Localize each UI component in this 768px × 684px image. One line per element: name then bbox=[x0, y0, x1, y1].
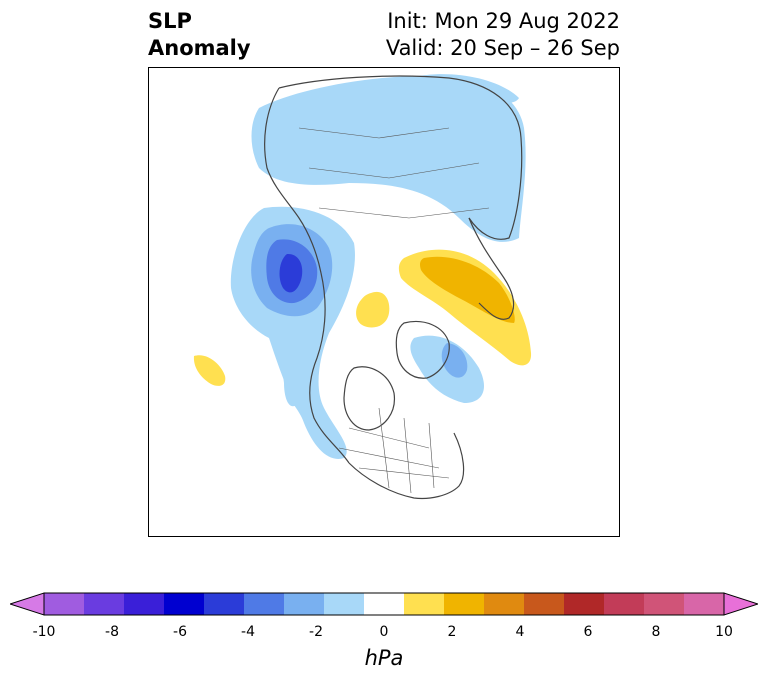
coastlines bbox=[264, 75, 523, 500]
map-title: SLP Anomaly bbox=[148, 8, 251, 62]
colorbar-segment bbox=[44, 593, 85, 615]
colorbar-segment bbox=[684, 593, 725, 615]
colorbar-segment bbox=[444, 593, 485, 615]
colorbar-segment bbox=[404, 593, 445, 615]
forecast-info: Init: Mon 29 Aug 2022 Valid: 20 Sep – 26… bbox=[386, 8, 620, 62]
colorbar-extend-high bbox=[723, 592, 760, 616]
colorbar-tick-label: -4 bbox=[241, 624, 255, 640]
borders bbox=[298, 127, 490, 494]
colorbar-tick-label: -8 bbox=[105, 624, 119, 640]
coast-europe bbox=[468, 217, 515, 320]
init-date: Init: Mon 29 Aug 2022 bbox=[387, 9, 620, 33]
coast-greenland bbox=[395, 321, 450, 379]
anomaly-region-pacific-tail bbox=[282, 338, 305, 407]
negative-anomaly-regions bbox=[230, 74, 526, 459]
anomaly-region-europe-core bbox=[420, 256, 515, 323]
colorbar-segment bbox=[604, 593, 645, 615]
colorbar-extend-low bbox=[8, 592, 45, 616]
colorbar-segment bbox=[644, 593, 685, 615]
colorbar-segment bbox=[164, 593, 205, 615]
colorbar-segment bbox=[364, 593, 405, 615]
positive-anomaly-regions bbox=[193, 249, 532, 386]
colorbar-tick-label: 10 bbox=[715, 624, 733, 640]
colorbar-tick-label: -10 bbox=[32, 624, 56, 640]
colorbar-segment bbox=[324, 593, 365, 615]
colorbar-segment bbox=[284, 593, 325, 615]
colorbar-segment bbox=[484, 593, 525, 615]
colorbar-tick-label: 4 bbox=[515, 624, 525, 640]
colorbar-tick-label: -6 bbox=[173, 624, 187, 640]
colorbar-svg bbox=[8, 592, 760, 616]
valid-range: Valid: 20 Sep – 26 Sep bbox=[385, 36, 620, 60]
colorbar-tick-label: -2 bbox=[309, 624, 323, 640]
anomaly-region-pacific-small bbox=[193, 355, 226, 386]
anomaly-map bbox=[193, 74, 532, 500]
coast-north-america-east bbox=[348, 432, 465, 500]
colorbar-frame bbox=[43, 592, 725, 616]
coast-hudson bbox=[343, 366, 396, 431]
colorbar-segment bbox=[564, 593, 605, 615]
coast-asia-east bbox=[264, 87, 322, 274]
colorbar-tick-label: 8 bbox=[651, 624, 661, 640]
colorbar-segment bbox=[204, 593, 245, 615]
title-line-2: Anomaly bbox=[148, 36, 251, 60]
coast-eurasia bbox=[278, 75, 523, 240]
colorbar bbox=[8, 590, 760, 620]
anomaly-region-dark-core bbox=[279, 253, 303, 293]
anomaly-region-atlantic-core bbox=[441, 343, 468, 378]
title-line-1: SLP bbox=[148, 9, 192, 33]
colorbar-segment bbox=[524, 593, 565, 615]
colorbar-unit: hPa bbox=[364, 646, 404, 670]
anomaly-region-eurasia bbox=[251, 75, 526, 242]
map-panel bbox=[148, 67, 620, 537]
colorbar-tick-label: 2 bbox=[447, 624, 457, 640]
anomaly-region-eurasia-2 bbox=[409, 74, 519, 104]
coast-north-america-west bbox=[309, 272, 350, 464]
colorbar-segment bbox=[84, 593, 125, 615]
colorbar-tick-label: 0 bbox=[379, 624, 389, 640]
colorbar-tick-label: 6 bbox=[583, 624, 593, 640]
border-lines bbox=[298, 127, 490, 494]
anomaly-region-arctic bbox=[356, 291, 390, 328]
colorbar-ticks: -10 -8 -6 -4 -2 0 2 4 6 8 10 bbox=[0, 624, 768, 644]
colorbar-segment bbox=[244, 593, 285, 615]
colorbar-segment bbox=[124, 593, 165, 615]
